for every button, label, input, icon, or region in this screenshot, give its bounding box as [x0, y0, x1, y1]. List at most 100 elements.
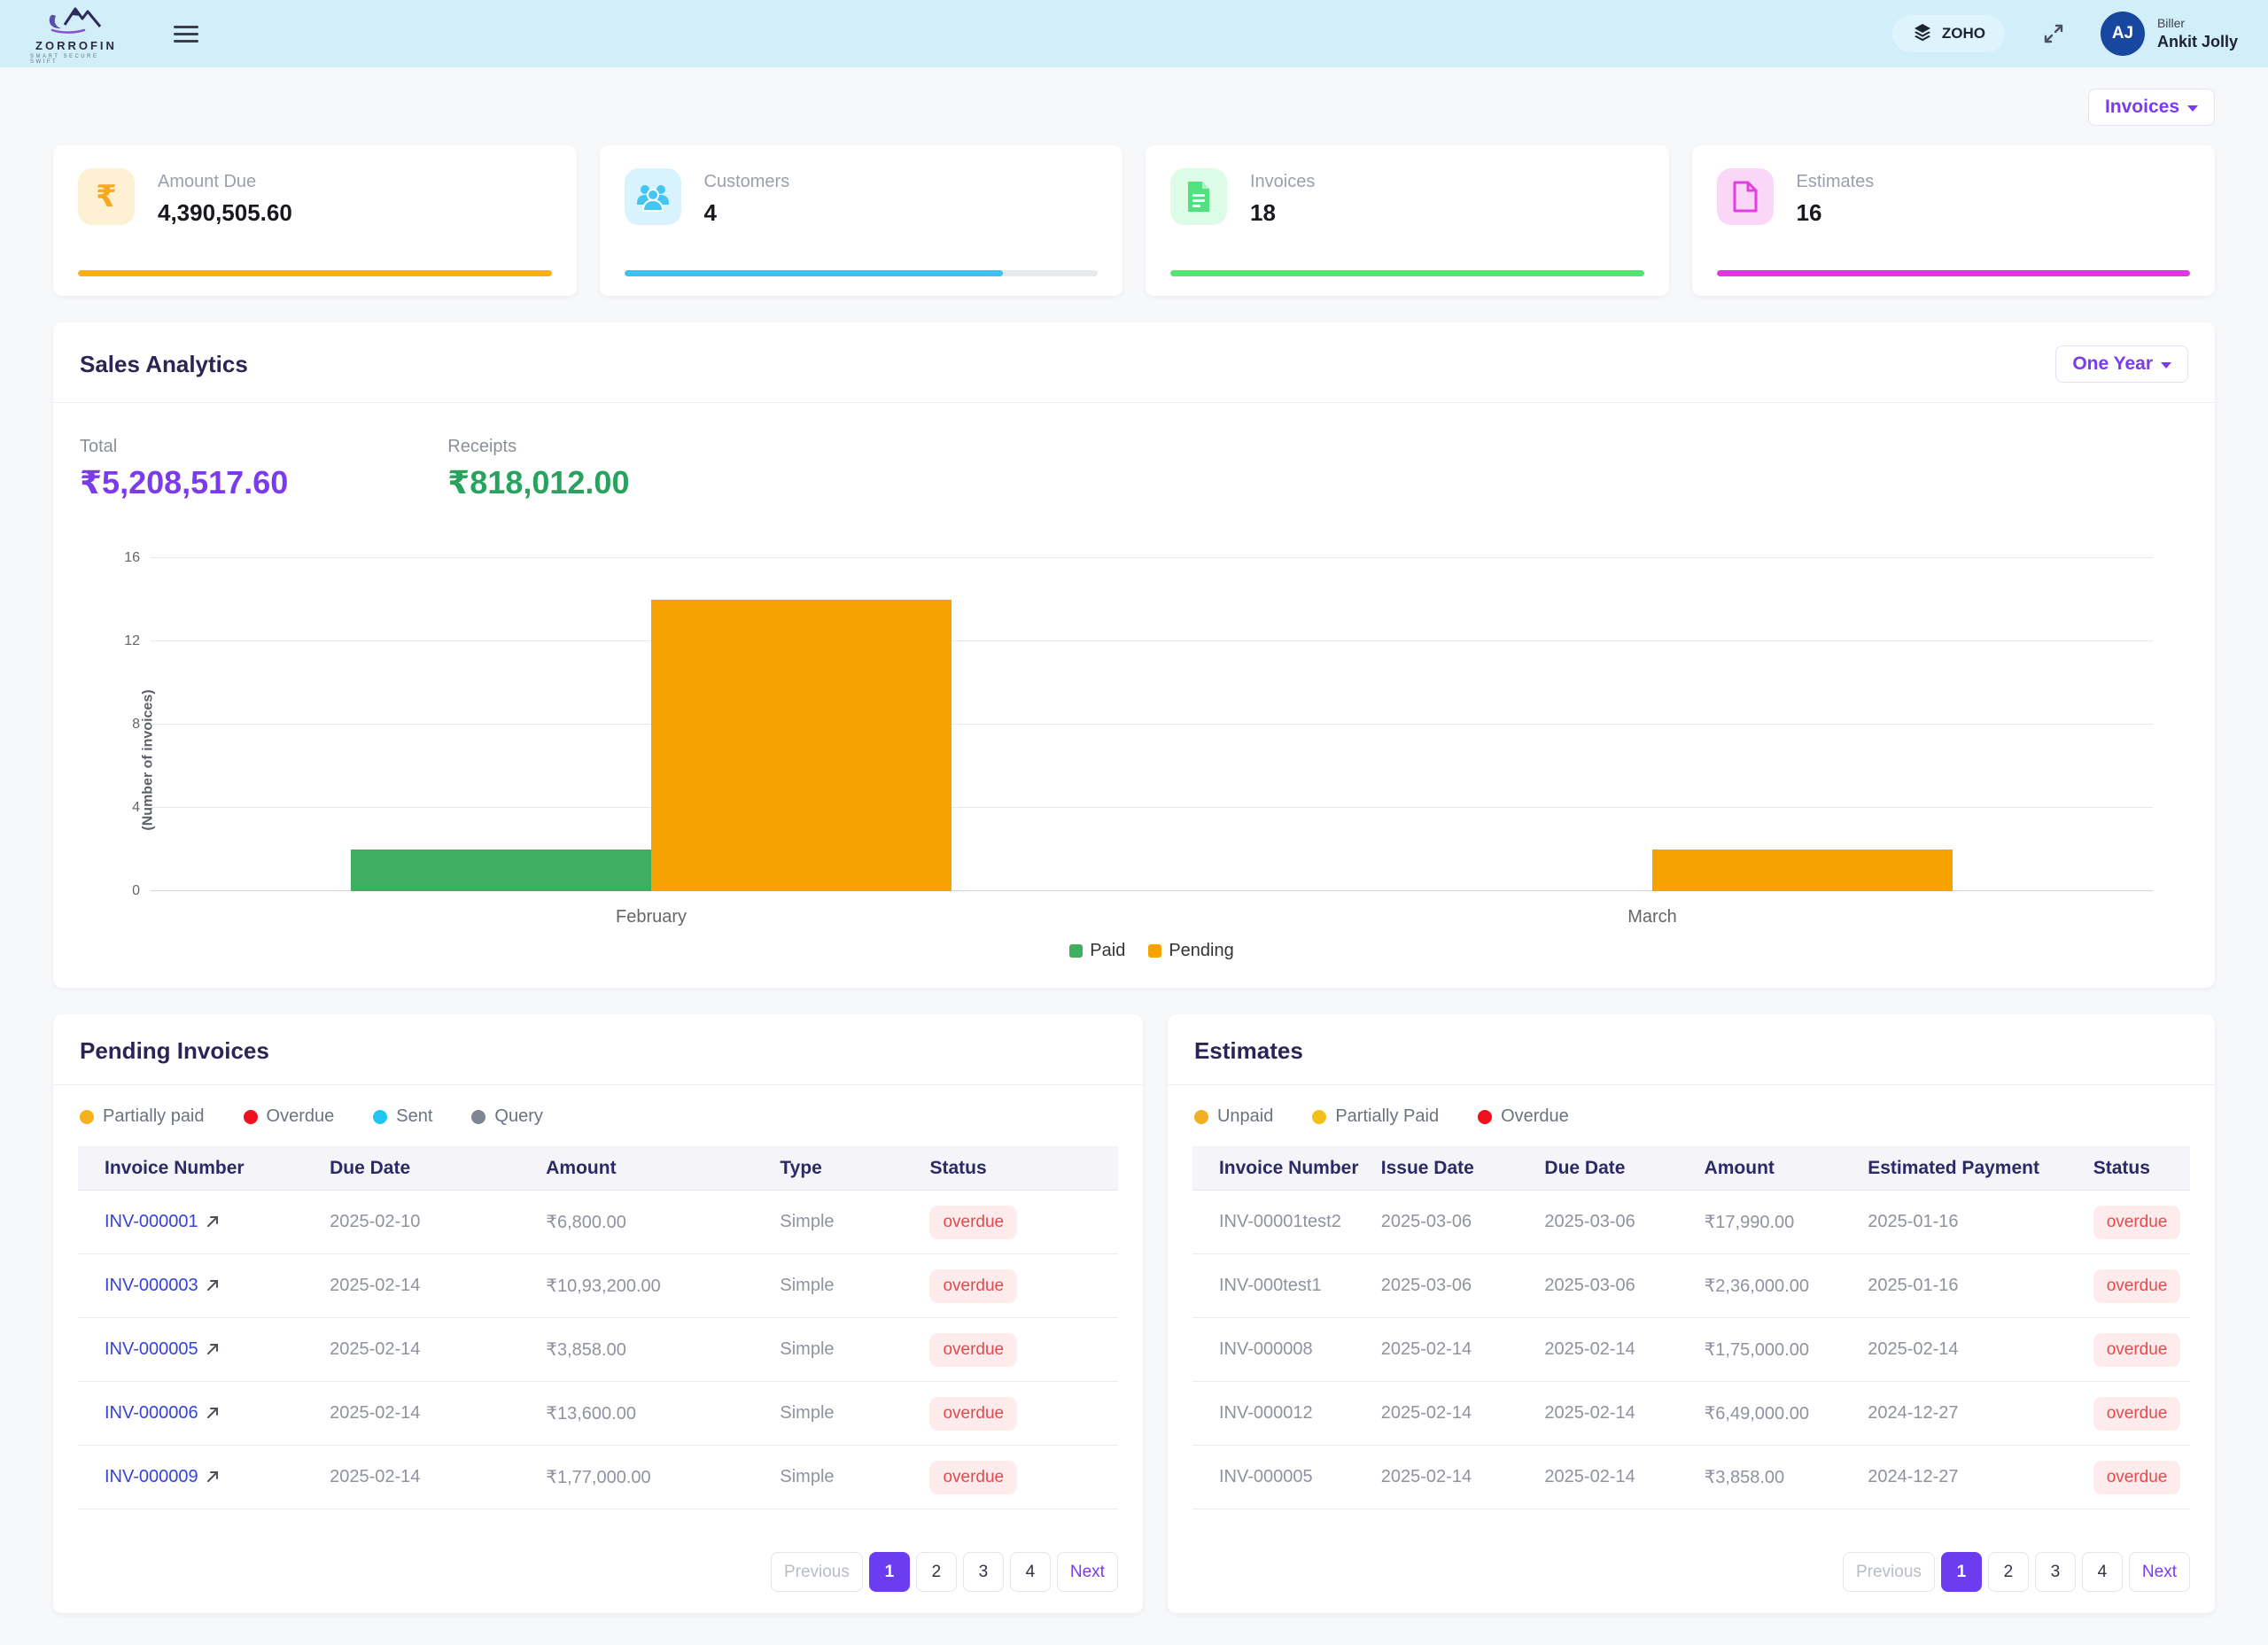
customers-icon: [624, 168, 681, 225]
pagination-page-2[interactable]: 2: [1987, 1552, 2029, 1592]
progress-bar: [78, 270, 552, 276]
progress-bar: [1170, 270, 1644, 276]
table-row: INV-000test1 2025-03-06 2025-03-06 ₹2,36,00…: [1192, 1254, 2190, 1318]
amount-cell: ₹6,800.00: [546, 1213, 626, 1232]
invoice-link[interactable]: INV-000001: [105, 1212, 198, 1231]
status-cell: overdue: [2093, 1269, 2190, 1303]
pending-status-legend: Partially paid Overdue Sent Query: [53, 1085, 1143, 1146]
issue-date-cell: 2025-03-06: [1380, 1276, 1472, 1295]
invoice-cell: INV-000008: [1218, 1339, 1313, 1359]
avatar[interactable]: AJ: [2100, 12, 2145, 56]
estimated-payment-cell: 2025-02-14: [1868, 1339, 1959, 1359]
legend-item-paid[interactable]: Paid: [1069, 941, 1125, 961]
invoice-link[interactable]: INV-000003: [105, 1276, 198, 1295]
pending-pagination: Previous 1 2 3 4 Next: [770, 1552, 1118, 1592]
issue-date-cell: 2025-02-14: [1380, 1467, 1472, 1486]
estimates-panel: Estimates Unpaid Partially Paid Overdue In…: [1167, 1014, 2215, 1613]
legend-item-pending[interactable]: Pending: [1148, 941, 1234, 961]
pagination-next[interactable]: Next: [1056, 1552, 1118, 1592]
pagination-previous[interactable]: Previous: [770, 1552, 863, 1592]
table-row: INV-00001test2 2025-03-06 2025-03-06 ₹17,99…: [1192, 1191, 2190, 1254]
pagination-page-4[interactable]: 4: [1009, 1552, 1051, 1592]
app-logo[interactable]: ZORROFIN SMART SECURE SWIFT: [30, 4, 122, 65]
pagination-page-4[interactable]: 4: [2081, 1552, 2123, 1592]
y-tick-label: 12: [124, 633, 140, 648]
pagination-page-2[interactable]: 2: [915, 1552, 957, 1592]
menu-icon[interactable]: [174, 21, 198, 47]
status-dot: [471, 1109, 486, 1124]
estimates-table: Invoice Number Issue Date Due Date Amount Es…: [1192, 1146, 2190, 1509]
status-legend-item: Sent: [373, 1106, 432, 1127]
pagination-page-1[interactable]: 1: [1940, 1552, 1982, 1592]
estimated-payment-cell: 2025-01-16: [1868, 1276, 1959, 1295]
estimate-icon: [1716, 168, 1774, 225]
status-cell: overdue: [2093, 1396, 2190, 1431]
status-legend-item: Query: [471, 1106, 543, 1127]
period-dropdown[interactable]: One Year: [2055, 345, 2188, 383]
user-info: Biller Ankit Jolly: [2157, 16, 2238, 51]
legend-label: Pending: [1169, 941, 1234, 960]
chart-bar-pending: [1652, 850, 1953, 891]
external-link-icon: [198, 1212, 221, 1231]
chart-gridline: [151, 724, 2153, 725]
pagination-page-3[interactable]: 3: [962, 1552, 1004, 1592]
due-date-cell: 2025-02-14: [1544, 1467, 1635, 1486]
estimated-payment-cell: 2024-12-27: [1868, 1467, 1959, 1486]
pagination-next[interactable]: Next: [2128, 1552, 2190, 1592]
brand-name: ZORROFIN: [35, 38, 117, 52]
table-row: INV-000005 2025-02-14 ₹3,858.00 Simple overd…: [78, 1318, 1118, 1382]
invoice-link[interactable]: INV-000005: [105, 1339, 198, 1359]
issue-date-cell: 2025-02-14: [1380, 1339, 1472, 1359]
total-value: ₹5,208,517.60: [80, 464, 289, 500]
due-date-cell: 2025-02-14: [1544, 1339, 1635, 1359]
y-tick-label: 4: [132, 800, 140, 815]
status-legend-item: Overdue: [1478, 1106, 1569, 1127]
invoice-icon: [1170, 168, 1227, 225]
invoice-cell: INV-000003: [78, 1276, 330, 1296]
invoice-cell: INV-000005: [78, 1339, 330, 1360]
column-header: Issue Date: [1380, 1157, 1474, 1178]
status-legend-label: Overdue: [1501, 1106, 1569, 1126]
invoices-dropdown[interactable]: Invoices: [2087, 89, 2215, 126]
invoice-cell: INV-000test1: [1218, 1276, 1322, 1295]
status-badge: overdue: [2093, 1269, 2181, 1303]
status-dot: [1312, 1109, 1327, 1124]
sales-chart-legend: Paid Pending: [151, 941, 2153, 961]
due-date-cell: 2025-02-14: [1544, 1403, 1635, 1423]
divider: [53, 402, 2215, 403]
invoice-cell: INV-000009: [78, 1467, 330, 1487]
invoice-link[interactable]: INV-000006: [105, 1403, 198, 1423]
invoice-link[interactable]: INV-000009: [105, 1467, 198, 1486]
stat-value: 18: [1250, 199, 1276, 226]
estimates-pagination: Previous 1 2 3 4 Next: [1842, 1552, 2190, 1592]
pagination-page-3[interactable]: 3: [2034, 1552, 2076, 1592]
sales-chart-plot: 16 12 8 4 0: [124, 550, 2153, 898]
expand-icon[interactable]: [2042, 22, 2065, 45]
status-legend-label: Partially Paid: [1335, 1106, 1440, 1126]
table-row: INV-000006 2025-02-14 ₹13,600.00 Simple over…: [78, 1382, 1118, 1446]
stat-card-estimates: Estimates 16: [1691, 145, 2215, 296]
progress-bar: [1716, 270, 2190, 276]
table-row: INV-000012 2025-02-14 2025-02-14 ₹6,49,000.…: [1192, 1382, 2190, 1446]
status-legend-label: Unpaid: [1216, 1106, 1274, 1126]
due-date-cell: 2025-02-14: [330, 1339, 421, 1359]
estimates-status-legend: Unpaid Partially Paid Overdue: [1168, 1085, 2215, 1146]
column-header: Estimated Payment: [1868, 1157, 2039, 1178]
type-cell: Simple: [780, 1339, 835, 1359]
status-cell: overdue: [929, 1269, 1118, 1303]
due-date-cell: 2025-03-06: [1544, 1276, 1635, 1295]
stat-card-invoices: Invoices 18: [1146, 145, 1669, 296]
due-date-cell: 2025-02-14: [330, 1467, 421, 1486]
due-date-cell: 2025-02-10: [330, 1212, 421, 1231]
estimated-payment-cell: 2025-01-16: [1868, 1212, 1959, 1231]
status-cell: overdue: [2093, 1332, 2190, 1367]
sales-analytics-title: Sales Analytics: [80, 350, 248, 377]
pagination-page-1[interactable]: 1: [868, 1552, 910, 1592]
pagination-previous[interactable]: Previous: [1842, 1552, 1935, 1592]
column-header: Status: [929, 1157, 987, 1178]
status-cell: overdue: [2093, 1205, 2190, 1239]
zoho-button[interactable]: ZOHO: [1891, 15, 2005, 52]
column-header: Amount: [546, 1157, 617, 1178]
chart-bar-pending: [651, 600, 951, 891]
receipts-value: ₹818,012.00: [447, 464, 630, 500]
